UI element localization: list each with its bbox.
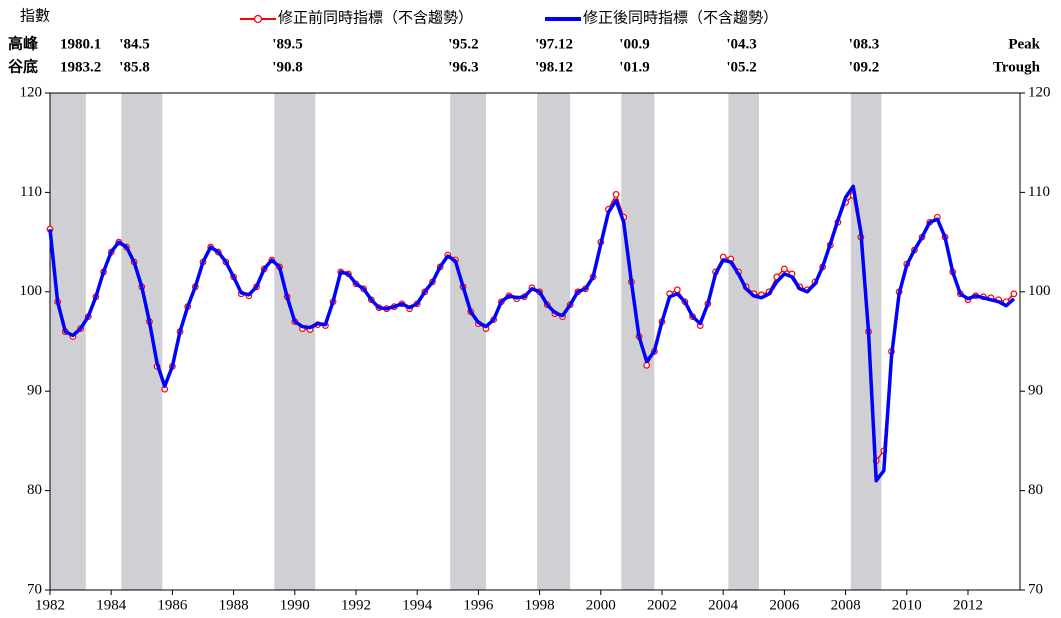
legend-marker	[253, 14, 263, 24]
trough-date: '96.3	[448, 59, 478, 75]
series-marker	[673, 286, 681, 294]
y2-tick-label: 100	[1028, 283, 1051, 299]
series-marker	[1010, 290, 1018, 298]
peak-date: '95.2	[448, 36, 478, 52]
y-tick-label: 80	[27, 482, 42, 498]
y2-tick-label: 80	[1028, 482, 1043, 498]
x-tick-label: 1988	[219, 597, 249, 613]
y-tick-label: 120	[20, 84, 43, 100]
x-tick-label: 1996	[463, 597, 494, 613]
x-tick-label: 2010	[892, 597, 922, 613]
x-tick-label: 1986	[157, 597, 188, 613]
y2-tick-label: 90	[1028, 383, 1043, 399]
trough-date: '90.8	[272, 59, 302, 75]
x-tick-label: 1990	[280, 597, 310, 613]
legend-label: 修正後同時指標（不含趨勢）	[583, 9, 778, 26]
y2-tick-label: 70	[1028, 581, 1043, 597]
shaded-period	[850, 93, 882, 590]
trough-date: '98.12	[535, 59, 573, 75]
x-tick-label: 2002	[647, 597, 677, 613]
series-marker	[643, 361, 651, 369]
y2-tick-label: 120	[1028, 84, 1051, 100]
x-tick-label: 2008	[831, 597, 861, 613]
trough-date: '05.2	[726, 59, 756, 75]
shaded-period	[50, 93, 86, 590]
y-tick-label: 70	[27, 581, 42, 597]
peak-date: '04.3	[726, 36, 756, 52]
shaded-period	[121, 93, 163, 590]
series-marker	[612, 190, 620, 198]
peak-label-en: Peak	[1008, 36, 1040, 52]
series-marker	[780, 265, 788, 273]
legend-label: 修正前同時指標（不含趨勢）	[278, 9, 473, 26]
peak-date: '84.5	[119, 36, 149, 52]
peak-date: '00.9	[619, 36, 649, 52]
trough-date: 1983.2	[60, 59, 101, 75]
peak-label-cn: 高峰	[8, 34, 39, 52]
y2-tick-label: 110	[1028, 184, 1050, 200]
peak-date: '08.3	[849, 36, 879, 52]
trough-label-cn: 谷底	[8, 57, 38, 75]
x-tick-label: 2012	[953, 597, 983, 613]
y-axis-label: 指數	[20, 7, 50, 24]
y-tick-label: 90	[27, 383, 42, 399]
shaded-period	[450, 93, 487, 590]
trough-date: '01.9	[619, 59, 649, 75]
shaded-period	[537, 93, 571, 590]
plot-frame	[49, 92, 1021, 591]
trough-label-en: Trough	[993, 59, 1041, 75]
trough-date: '85.8	[119, 59, 149, 75]
trough-date: '09.2	[849, 59, 879, 75]
series-line	[48, 184, 1016, 483]
x-tick-label: 2000	[586, 597, 616, 613]
x-tick-label: 1982	[35, 597, 65, 613]
shaded-period	[274, 93, 316, 590]
peak-date: '89.5	[272, 36, 302, 52]
peak-date: '97.12	[535, 36, 573, 52]
x-tick-label: 1994	[402, 597, 433, 613]
x-tick-label: 2006	[769, 597, 800, 613]
x-tick-label: 1998	[525, 597, 555, 613]
peak-date: 1980.1	[60, 36, 101, 52]
shaded-period	[621, 93, 655, 590]
x-tick-label: 2004	[708, 597, 739, 613]
shaded-period	[728, 93, 759, 590]
x-tick-label: 1984	[96, 597, 127, 613]
x-tick-label: 1992	[341, 597, 371, 613]
y-tick-label: 100	[20, 283, 43, 299]
y-tick-label: 110	[20, 184, 42, 200]
